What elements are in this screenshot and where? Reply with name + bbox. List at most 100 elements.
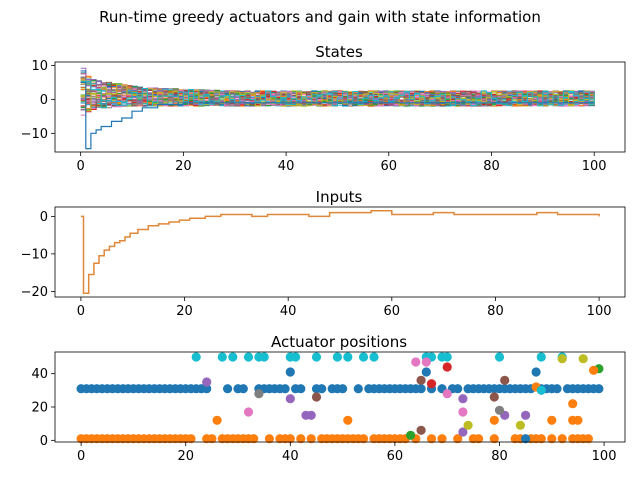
actuator-point: [285, 434, 295, 444]
actuators-xtick-label: 80: [491, 449, 508, 464]
actuator-point: [426, 379, 437, 389]
actuator-point: [343, 352, 353, 362]
actuator-point: [494, 405, 505, 415]
actuator-point: [228, 352, 238, 362]
inputs-series-line: [80, 210, 600, 295]
actuator-point: [212, 415, 222, 425]
states-xtick-label: 80: [483, 159, 500, 174]
actuator-point: [249, 434, 259, 444]
actuator-point: [442, 362, 452, 372]
states-axes: 0 20 40 60 80 100 −10 0 10: [21, 59, 626, 174]
actuator-point: [453, 434, 463, 444]
actuator-point: [202, 384, 212, 394]
states-min-series-line: [80, 81, 595, 150]
actuator-point: [202, 377, 212, 387]
inputs-plot-area: [80, 210, 600, 295]
actuator-point: [259, 352, 269, 362]
actuator-point: [191, 352, 201, 362]
actuator-point: [589, 365, 599, 375]
actuator-point: [332, 352, 342, 362]
actuator-point: [489, 392, 499, 402]
actuator-point: [343, 415, 353, 425]
actuator-point: [557, 354, 567, 364]
actuator-point: [458, 394, 468, 404]
actuator-point: [536, 434, 546, 444]
states-ytick-label: 10: [31, 59, 48, 74]
actuator-point: [536, 385, 546, 395]
inputs-axes: 0 20 40 60 80 100 −20 −10 0: [21, 206, 626, 319]
actuators-axes-frame: [54, 351, 626, 443]
states-xtick-label: 100: [582, 159, 607, 174]
inputs-xtick-label: 100: [587, 304, 612, 319]
actuator-point: [358, 352, 369, 362]
inputs-ytick-label: −10: [21, 247, 48, 262]
actuator-point: [358, 434, 369, 444]
inputs-xtick-label: 40: [280, 304, 297, 319]
actuator-point: [264, 434, 274, 444]
actuators-ytick-label: 0: [40, 434, 48, 449]
actuator-point: [547, 415, 557, 425]
actuator-point: [500, 375, 510, 385]
actuator-point: [521, 410, 531, 420]
figure-suptitle: Run-time greedy actuators and gain with …: [99, 8, 541, 26]
actuator-point: [458, 407, 468, 417]
actuator-point: [578, 354, 588, 364]
inputs-xtick-label: 80: [487, 304, 504, 319]
states-plot-area: [80, 67, 595, 150]
actuator-point: [217, 352, 227, 362]
actuator-point: [515, 420, 526, 430]
inputs-axes-frame: [54, 206, 626, 298]
inputs-ytick-label: −20: [21, 285, 48, 300]
states-xtick-label: 20: [175, 159, 192, 174]
states-ytick-label: 0: [40, 93, 48, 108]
actuator-point: [494, 352, 505, 362]
actuator-point: [437, 434, 447, 444]
actuators-ytick-label: 20: [31, 401, 48, 416]
actuator-point: [489, 434, 499, 444]
actuator-point: [306, 410, 316, 420]
actuators-axes: 0 20 40 60 80 100 0 20 40: [31, 351, 626, 464]
actuator-point: [406, 430, 416, 440]
actuator-point: [421, 367, 431, 377]
actuator-point: [186, 434, 196, 444]
actuators-xtick-label: 100: [592, 449, 617, 464]
actuator-point: [416, 375, 426, 385]
inputs-subplot: Inputs 0 20 40 60 80 100 −20 −10 0: [21, 188, 626, 319]
actuator-point: [458, 427, 468, 437]
actuator-point: [296, 384, 306, 394]
actuator-point: [291, 352, 301, 362]
actuator-point: [207, 434, 217, 444]
actuator-point: [311, 392, 322, 402]
actuators-xtick-label: 40: [282, 449, 299, 464]
states-series-line: [80, 80, 595, 109]
actuators-ytick-label: 40: [31, 367, 48, 382]
states-xtick-label: 60: [381, 159, 398, 174]
actuator-point: [521, 434, 531, 444]
actuator-point: [243, 407, 254, 417]
actuator-point: [489, 415, 499, 425]
actuator-point: [474, 434, 484, 444]
actuator-point: [557, 434, 567, 444]
states-title: States: [315, 43, 363, 61]
actuators-title: Actuator positions: [271, 333, 407, 351]
actuator-point: [296, 434, 306, 444]
actuator-point: [223, 384, 233, 394]
actuator-point: [416, 425, 426, 435]
actuator-point: [442, 352, 452, 362]
actuator-point: [338, 384, 348, 394]
actuator-point: [583, 434, 594, 444]
actuator-point: [254, 389, 264, 399]
actuators-plot-area: [76, 352, 604, 444]
actuator-point: [426, 434, 437, 444]
actuator-point: [547, 434, 557, 444]
states-xtick-label: 40: [278, 159, 295, 174]
actuator-point: [453, 384, 463, 394]
states-xtick-label: 0: [77, 159, 85, 174]
actuator-point: [280, 384, 290, 394]
states-ytick-label: −10: [21, 127, 48, 142]
inputs-xtick-label: 0: [77, 304, 85, 319]
states-subplot: States 0 20 40 60 80 100 −10 0 10: [21, 43, 626, 174]
actuator-point: [353, 384, 363, 394]
actuator-point: [369, 352, 379, 362]
